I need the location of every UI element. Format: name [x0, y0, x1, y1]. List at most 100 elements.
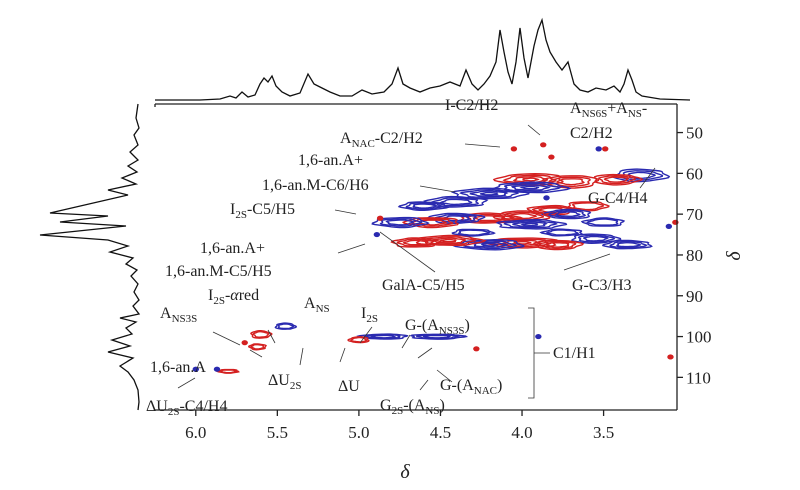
y-tick-label: 80 [686, 246, 703, 265]
y-tick-label: 60 [686, 164, 703, 183]
contour-ring [548, 210, 587, 219]
x-axis-label: δ [400, 461, 410, 483]
y-tick-label: 50 [686, 124, 703, 143]
contour-peak [566, 201, 610, 212]
contour-ring [540, 208, 592, 220]
contour-ring [459, 188, 519, 199]
contour-peak [593, 173, 644, 186]
contour-ring [609, 240, 648, 249]
ann-ans: ANS [304, 295, 330, 315]
contour-ring [219, 369, 238, 374]
contour-ring [503, 182, 562, 193]
contour-ring [521, 177, 540, 182]
contour-ring [601, 239, 653, 250]
contour-ring [473, 241, 509, 248]
x-tick-label: 4.0 [511, 423, 532, 442]
contour-peak [601, 239, 653, 250]
x-tick-label: 4.5 [430, 423, 451, 442]
contour-ring [512, 221, 548, 228]
contour-ring [422, 334, 452, 339]
small-peak [540, 142, 547, 148]
contour-ring [439, 238, 457, 243]
contour-ring [570, 233, 622, 245]
contour-peak [491, 181, 572, 194]
y-axis-ticks: 50 60 70 80 90 100 110 [677, 124, 712, 387]
ann-16an-m-c5-h5: 1,6-an.M-C5/H5 [165, 263, 272, 280]
contour-ring [457, 229, 491, 236]
small-peak [376, 215, 384, 221]
contour-ring [586, 218, 619, 226]
contour-ring [510, 184, 551, 191]
ann-16an-a-plus-1: 1,6-an.A+ [298, 152, 363, 169]
contour-ring [495, 218, 568, 230]
contour-ring [401, 217, 460, 229]
contour-peak [409, 333, 469, 340]
x-tick-label: 3.5 [593, 423, 614, 442]
small-peak [548, 154, 555, 160]
ann-gala-c5-h5: GalA-C5/H5 [382, 277, 465, 294]
y-tick-label: 90 [686, 287, 703, 306]
contour-ring [566, 201, 610, 212]
contour-ring [479, 191, 499, 196]
ann-anac-c2-h2: ANAC-C2/H2 [340, 130, 423, 150]
contour-ring [250, 330, 273, 339]
small-peak [595, 146, 602, 152]
contour-ring [252, 331, 270, 338]
contour-ring [371, 216, 430, 229]
small-peak [535, 333, 542, 340]
contour-ring [390, 237, 442, 248]
contour-ring [541, 175, 600, 189]
contour-ring [491, 181, 572, 194]
contour-peak [450, 187, 530, 200]
contour-ring [412, 203, 438, 209]
ann-16an-m-c6-h6: 1,6-an.M-C6/H6 [262, 177, 369, 194]
ann-g-c4-h4: G-C4/H4 [588, 190, 648, 207]
contour-ring [409, 333, 469, 340]
contour-peak [371, 216, 430, 229]
ann-i-c2-h2: I-C2/H2 [445, 97, 498, 114]
contour-peak [274, 322, 298, 330]
contour-ring [385, 219, 415, 226]
contour-ring [526, 204, 578, 216]
contour-peak [451, 228, 496, 237]
small-peak [241, 340, 248, 346]
contour-ring [556, 178, 585, 186]
ann-ans3s: ANS3S [160, 305, 197, 325]
x-tick-label: 5.0 [348, 423, 369, 442]
contour-ring [571, 202, 605, 211]
contour-ring [511, 241, 532, 245]
small-peak [543, 195, 550, 201]
contour-ring [397, 201, 450, 211]
x-tick-label: 6.0 [185, 423, 206, 442]
ann-i2s: I2S [361, 305, 378, 325]
contour-ring [350, 336, 368, 343]
contour-ring [450, 187, 530, 200]
contour-ring [503, 220, 558, 229]
contour-ring [250, 344, 265, 350]
small-peak [665, 223, 673, 229]
contour-ring [603, 176, 630, 183]
contour-peak [539, 228, 583, 237]
y-tick-label: 100 [686, 328, 712, 347]
ann-g-anac: G-(ANAC) [440, 377, 502, 397]
contour-peak [248, 343, 268, 351]
ann-ans6s-ans-2: C2/H2 [570, 125, 613, 142]
contour-peak [540, 208, 592, 220]
ann-g2s-ans: G2S-(ANS) [380, 397, 445, 417]
contour-ring [460, 212, 524, 224]
small-peak [602, 146, 609, 152]
contour-ring [555, 211, 581, 217]
ann-16an-a-plus-2: 1,6-an.A+ [200, 240, 265, 257]
x-axis-ticks: 6.0 5.5 5.0 4.5 4.0 3.5 [185, 410, 614, 442]
small-peak [192, 366, 199, 372]
contour-ring [502, 239, 543, 246]
ann-du2s-c4-h4: ΔU2S-C4/H4 [146, 398, 227, 418]
left-projection-spectrum [39, 103, 141, 411]
contour-ring [520, 222, 539, 227]
top-projection-spectrum [155, 17, 691, 101]
y-axis-label: δ [723, 251, 745, 261]
contour-ring [519, 185, 540, 190]
ann-i2s-c5-h5: I2S-C5/H5 [230, 201, 295, 221]
small-peak [473, 346, 480, 352]
